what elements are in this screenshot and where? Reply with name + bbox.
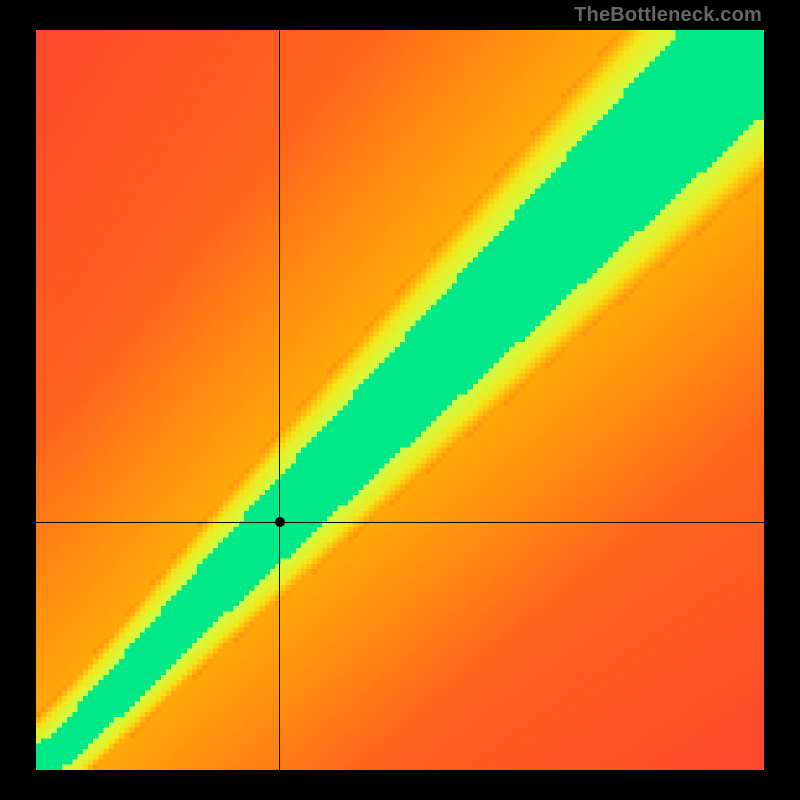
crosshair-vertical (279, 30, 280, 770)
watermark-text: TheBottleneck.com (574, 4, 762, 27)
crosshair-marker (275, 517, 285, 527)
heatmap-canvas (36, 30, 764, 770)
chart-frame: TheBottleneck.com (0, 0, 800, 800)
crosshair-horizontal (36, 522, 764, 523)
heatmap-plot-area (36, 30, 764, 770)
